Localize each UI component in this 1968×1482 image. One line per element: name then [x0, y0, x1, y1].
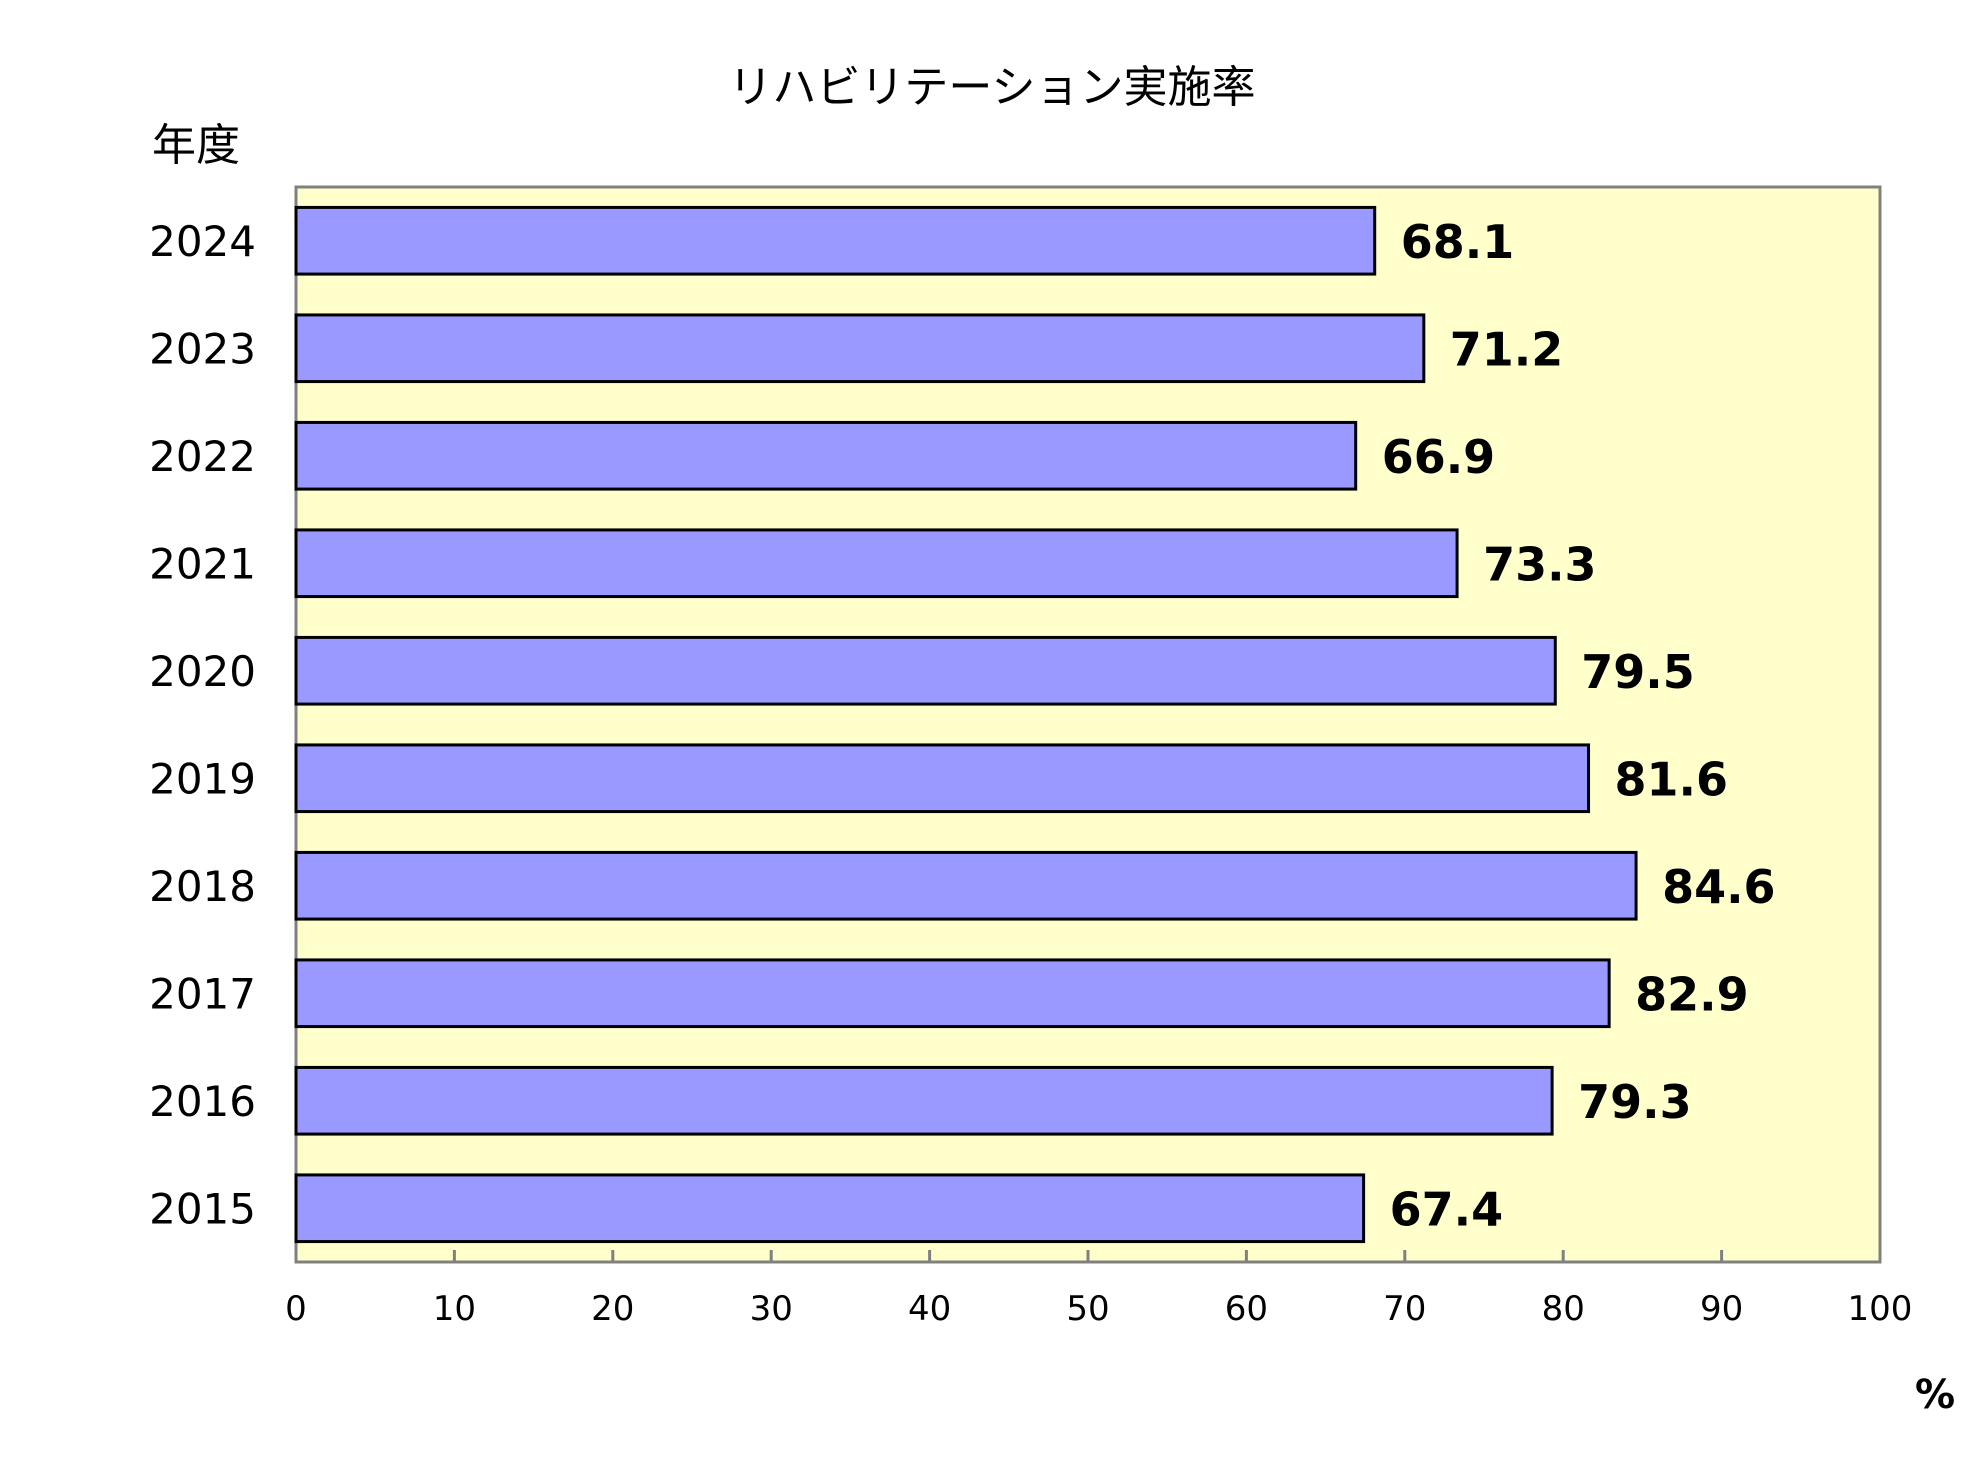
- bar-2015: [294, 1173, 1366, 1244]
- x-tick-label-10: 10: [433, 1289, 476, 1329]
- bar-2021: [294, 528, 1459, 599]
- value-label-2020: 79.5: [1581, 645, 1695, 699]
- value-label-2021: 73.3: [1483, 537, 1597, 591]
- bar-2020: [294, 635, 1557, 706]
- category-label-2019: 2019: [149, 754, 256, 803]
- bar-2023: [294, 313, 1426, 384]
- value-labels-group: 68.1 71.2 66.9 73.3 79.5 81.6 84.6 82.9 79.3 67.4: [1382, 215, 1776, 1237]
- category-label-2015: 2015: [149, 1184, 256, 1233]
- category-label-2016: 2016: [149, 1077, 256, 1126]
- category-label-2018: 2018: [149, 862, 256, 911]
- value-label-2019: 81.6: [1615, 752, 1729, 806]
- category-label-2024: 2024: [149, 217, 256, 266]
- bar-2018: [294, 850, 1638, 921]
- bar-2017: [294, 958, 1611, 1029]
- x-tick-label-80: 80: [1542, 1289, 1585, 1329]
- chart-title: リハビリテーション実施率: [728, 62, 1255, 113]
- x-tick-label-100: 100: [1848, 1289, 1913, 1329]
- x-axis-unit: %: [1915, 1372, 1955, 1418]
- x-tick-label-0: 0: [285, 1289, 307, 1329]
- bar-2024: [294, 205, 1377, 276]
- value-label-2018: 84.6: [1662, 860, 1776, 914]
- x-tick-label-50: 50: [1066, 1289, 1109, 1329]
- category-label-2021: 2021: [149, 539, 256, 588]
- x-tick-label-60: 60: [1225, 1289, 1268, 1329]
- x-tick-label-40: 40: [908, 1289, 951, 1329]
- bars-group: [294, 205, 1638, 1244]
- value-label-2023: 71.2: [1450, 322, 1564, 376]
- value-label-2022: 66.9: [1382, 430, 1496, 484]
- category-labels-group: 2024 2023 2022 2021 2020 2019 2018 2017 2016 2015: [149, 217, 256, 1234]
- y-axis-title: 年度: [152, 120, 240, 171]
- value-label-2024: 68.1: [1401, 215, 1515, 269]
- bar-2022: [294, 420, 1358, 491]
- value-label-2015: 67.4: [1390, 1182, 1504, 1236]
- x-tick-label-30: 30: [750, 1289, 793, 1329]
- x-tick-label-90: 90: [1700, 1289, 1743, 1329]
- bar-2019: [294, 743, 1591, 814]
- x-tick-label-20: 20: [591, 1289, 634, 1329]
- x-tick-label-70: 70: [1383, 1289, 1426, 1329]
- value-label-2016: 79.3: [1578, 1075, 1692, 1129]
- category-label-2017: 2017: [149, 969, 256, 1018]
- category-label-2022: 2022: [149, 432, 256, 481]
- x-axis: 0 10 20 30 40 50 60 70 80 90 100: [285, 1250, 1912, 1329]
- category-label-2023: 2023: [149, 324, 256, 373]
- category-label-2020: 2020: [149, 647, 256, 696]
- value-label-2017: 82.9: [1635, 967, 1749, 1021]
- bar-2016: [294, 1065, 1554, 1136]
